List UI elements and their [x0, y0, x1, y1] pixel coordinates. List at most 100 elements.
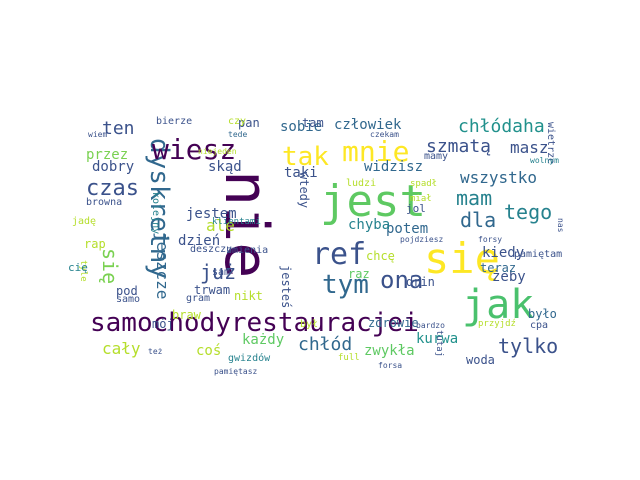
word: pamiętasz [214, 367, 258, 376]
word: braw [172, 308, 201, 322]
word: przez [86, 147, 129, 163]
word: wiem [88, 130, 108, 139]
word: nie [211, 170, 281, 279]
word: zdrowie [368, 316, 419, 330]
word: teraz [480, 261, 517, 275]
word: już [200, 260, 237, 284]
word: cały [102, 339, 141, 358]
word: jak [462, 282, 535, 328]
word: człowiek [334, 117, 402, 133]
word: ale [206, 216, 235, 235]
word: forsa [378, 361, 403, 370]
word: woda [466, 353, 495, 367]
word: pamiętam [514, 249, 563, 260]
word: się [424, 234, 500, 283]
word: cpa [530, 320, 549, 331]
word: bierze [156, 116, 193, 127]
word: pojdziesz [400, 235, 444, 244]
word: samo [116, 294, 141, 305]
word: pan [238, 116, 260, 130]
word: chyba [348, 217, 391, 233]
word: mój [152, 317, 174, 331]
word: jol [406, 202, 426, 215]
word: drin [406, 275, 435, 289]
word: dobry [92, 159, 135, 175]
word: cię [68, 261, 88, 274]
word: ludzi [346, 178, 377, 189]
word: chcę [366, 249, 395, 263]
word: kurwa [416, 331, 459, 347]
word: każdy [242, 332, 285, 348]
word: miał [410, 194, 432, 204]
word: też [148, 347, 163, 356]
word: przyjdź [478, 319, 516, 329]
word: zmienia [226, 245, 269, 256]
word: nikt [234, 289, 263, 303]
word: gram [186, 293, 211, 304]
word: tym [322, 270, 369, 300]
word: wietrze [545, 122, 556, 165]
word: tede [228, 130, 248, 139]
word: full [338, 353, 360, 363]
word: mam [456, 186, 493, 210]
word: było [528, 307, 557, 321]
word: potem [386, 221, 429, 237]
word: mnie [342, 135, 410, 168]
word: nas [556, 218, 565, 233]
word: tyle [78, 260, 88, 282]
word: tego [504, 200, 553, 224]
word: mamy [424, 151, 449, 162]
word: bardzo [416, 321, 445, 330]
word: forsy [478, 235, 503, 244]
word: jesteś [279, 265, 293, 309]
word: skąd [208, 159, 242, 175]
word: wszystko [460, 168, 538, 187]
word: kiedy [482, 245, 525, 261]
word: jestem [186, 206, 237, 222]
word: tam [302, 116, 324, 130]
word: czekam [370, 130, 399, 139]
word: deszczu [190, 244, 233, 255]
word: rap [84, 237, 106, 251]
word: jadę [72, 216, 97, 227]
word: dla [460, 208, 497, 232]
word: ten [102, 118, 135, 139]
word: wiesz [152, 133, 237, 166]
word: się [98, 248, 122, 285]
word: wolnym [530, 156, 559, 165]
word: sam [212, 267, 231, 278]
word: spadł [410, 179, 438, 189]
word: szmatą [426, 136, 492, 157]
word: dyskretny [144, 138, 174, 279]
word: taki [284, 165, 318, 181]
word: tylko [498, 334, 559, 358]
word: zwykła [364, 343, 415, 359]
word: samochodyrestauracjei [90, 308, 419, 338]
word: masz [510, 138, 549, 157]
word: był [300, 319, 319, 330]
word: ref [312, 237, 367, 272]
word: tutaj [434, 330, 444, 358]
word: jest [320, 176, 426, 227]
word: chłód [298, 334, 353, 355]
word: dzień [178, 233, 221, 249]
word: czas [86, 176, 139, 201]
word: trwam [194, 283, 231, 297]
word: tak [282, 142, 329, 172]
word: wtedy [297, 172, 311, 209]
word: pod [116, 284, 138, 298]
word: ona [380, 266, 424, 294]
word: gwizdów [228, 353, 271, 364]
word: chłódaha [458, 116, 545, 137]
word: widzisz [364, 159, 424, 175]
word: kolejny [150, 192, 161, 235]
word: żeby [492, 269, 526, 285]
word: coś [196, 343, 222, 359]
word: jeszcze [153, 232, 172, 300]
word: klientami [212, 217, 261, 227]
word: niejeden [198, 147, 237, 156]
word: czy [228, 116, 247, 127]
word: browna [86, 197, 123, 208]
word: sobie [280, 119, 323, 135]
